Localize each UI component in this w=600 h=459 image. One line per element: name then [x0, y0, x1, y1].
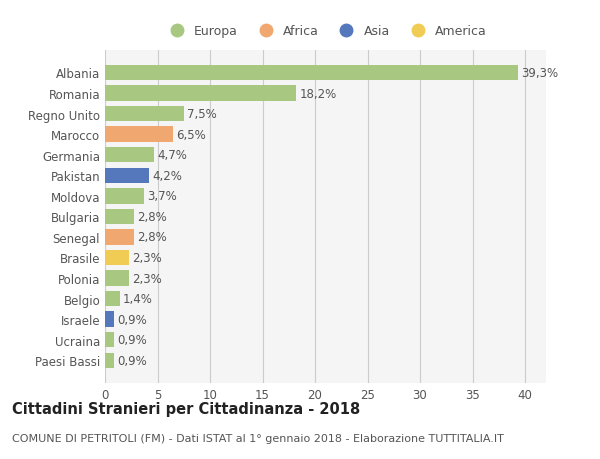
- Bar: [105, 271, 129, 286]
- Text: 2,3%: 2,3%: [133, 272, 162, 285]
- Text: 39,3%: 39,3%: [521, 67, 558, 80]
- Text: 2,8%: 2,8%: [137, 210, 167, 224]
- Text: 7,5%: 7,5%: [187, 108, 217, 121]
- Bar: [105, 189, 144, 204]
- Text: 2,8%: 2,8%: [137, 231, 167, 244]
- Legend: Europa, Africa, Asia, America: Europa, Africa, Asia, America: [159, 20, 492, 43]
- Text: 6,5%: 6,5%: [176, 129, 206, 141]
- Text: 0,9%: 0,9%: [118, 313, 148, 326]
- Text: 2,3%: 2,3%: [133, 252, 162, 264]
- Text: 3,7%: 3,7%: [147, 190, 177, 203]
- Text: 0,9%: 0,9%: [118, 354, 148, 367]
- Bar: [105, 230, 134, 245]
- Bar: [105, 312, 115, 327]
- Bar: [105, 353, 115, 368]
- Bar: [105, 168, 149, 184]
- Bar: [105, 86, 296, 101]
- Text: 18,2%: 18,2%: [299, 87, 337, 101]
- Bar: [105, 66, 518, 81]
- Bar: [105, 291, 120, 307]
- Bar: [105, 209, 134, 224]
- Bar: [105, 332, 115, 347]
- Bar: [105, 148, 154, 163]
- Bar: [105, 250, 129, 266]
- Bar: [105, 106, 184, 122]
- Text: 4,7%: 4,7%: [157, 149, 187, 162]
- Text: 1,4%: 1,4%: [123, 292, 153, 305]
- Text: 0,9%: 0,9%: [118, 333, 148, 347]
- Text: COMUNE DI PETRITOLI (FM) - Dati ISTAT al 1° gennaio 2018 - Elaborazione TUTTITAL: COMUNE DI PETRITOLI (FM) - Dati ISTAT al…: [12, 433, 504, 442]
- Text: Cittadini Stranieri per Cittadinanza - 2018: Cittadini Stranieri per Cittadinanza - 2…: [12, 401, 360, 416]
- Text: 4,2%: 4,2%: [152, 169, 182, 182]
- Bar: [105, 127, 173, 143]
